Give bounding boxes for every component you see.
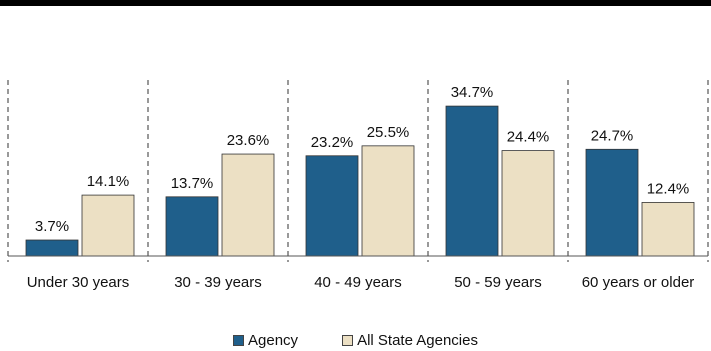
tick-label-40-49-years: 40 - 49 years: [314, 274, 402, 291]
bar-all-state-agencies-40-49-years: [361, 145, 415, 257]
tick-label-30-39-years: 30 - 39 years: [174, 274, 262, 291]
bar-all-state-agencies-60-years-or-older: [641, 202, 695, 257]
legend-item-agency: Agency: [233, 329, 298, 351]
top-rule: [0, 0, 711, 6]
value-label-agency-60-years-or-older: 24.7%: [591, 127, 634, 144]
value-labels: 3.7% 14.1% 13.7% 23.6% 23.2% 25.5% 34.7% 24.4% 2…: [35, 84, 689, 235]
bar-all-state-agencies-30-39-years: [221, 153, 275, 257]
value-label-all-state-agencies-30-39-years: 23.6%: [227, 132, 270, 149]
tick-label-60-years-or-older: 60 years or older: [582, 274, 695, 291]
legend-item-all-state-agencies: All State Agencies: [342, 329, 478, 351]
value-label-all-state-agencies-60-years-or-older: 12.4%: [647, 180, 690, 197]
bar-agency-50-59-years: [445, 105, 499, 257]
bars: [25, 105, 695, 257]
value-label-all-state-agencies-under-30-years: 14.1%: [87, 173, 130, 190]
bar-agency-30-39-years: [165, 196, 219, 257]
value-label-agency-under-30-years: 3.7%: [35, 218, 69, 235]
tick-label-50-59-years: 50 - 59 years: [454, 274, 542, 291]
bar-all-state-agencies-under-30-years: [81, 194, 135, 257]
legend-swatch-agency: [233, 334, 245, 346]
value-label-all-state-agencies-40-49-years: 25.5%: [367, 124, 410, 141]
tick-label-under-30-years: Under 30 years: [27, 274, 130, 291]
legend-label-all-state-agencies: All State Agencies: [357, 331, 478, 349]
value-label-agency-40-49-years: 23.2%: [311, 134, 354, 151]
value-label-agency-30-39-years: 13.7%: [171, 175, 214, 192]
category-separators: [7, 80, 709, 262]
legend-swatch-all-state-agencies: [342, 334, 354, 346]
bar-agency-under-30-years: [25, 239, 79, 257]
bar-agency-40-49-years: [305, 155, 359, 257]
value-label-all-state-agencies-50-59-years: 24.4%: [507, 129, 550, 146]
bar-agency-60-years-or-older: [585, 148, 639, 257]
legend-label-agency: Agency: [248, 331, 299, 349]
category-tick-labels: Under 30 years 30 - 39 years 40 - 49 years…: [27, 274, 695, 291]
legend: Agency All State Agencies: [0, 329, 711, 351]
bar-chart: 3.7% 14.1% 13.7% 23.6% 23.2% 25.5% 34.7% 24.4% 2…: [7, 80, 709, 291]
value-label-agency-50-59-years: 34.7%: [451, 84, 494, 101]
bar-all-state-agencies-50-59-years: [501, 150, 555, 257]
